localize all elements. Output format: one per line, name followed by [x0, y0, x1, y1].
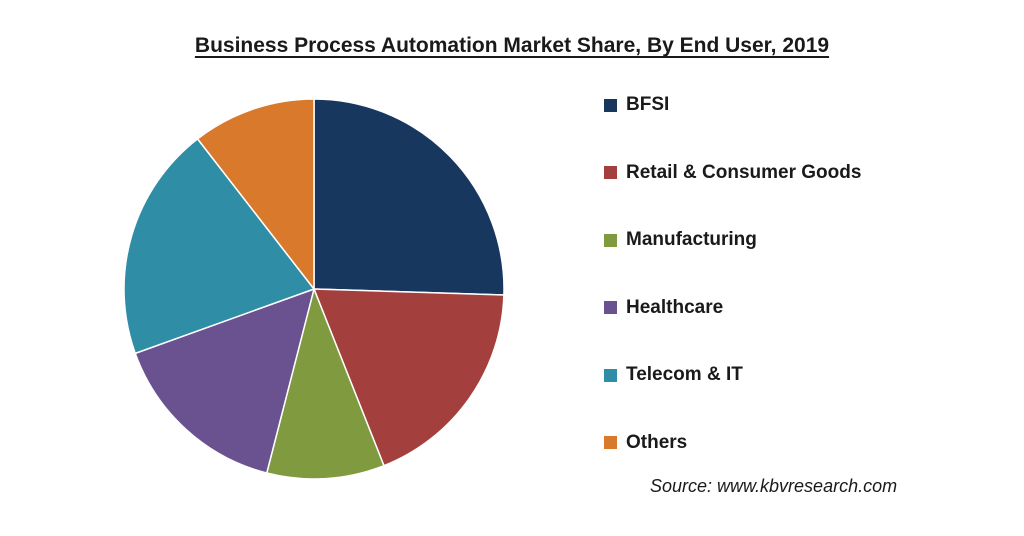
legend-swatch — [604, 368, 617, 382]
legend-item: Telecom & IT — [604, 360, 743, 390]
legend-item: BFSI — [604, 90, 669, 120]
legend-label: Others — [626, 431, 688, 453]
legend-item: Retail & Consumer Goods — [604, 158, 861, 188]
source-note: Source: www.kbvresearch.com — [650, 476, 898, 496]
legend-swatch — [604, 436, 617, 449]
legend-label: BFSI — [626, 94, 670, 115]
legend-label: Retail & Consumer Goods — [626, 161, 862, 183]
legend-swatch — [604, 166, 617, 179]
legend-swatch — [604, 98, 617, 112]
legend-item: Healthcare — [604, 293, 723, 323]
pie-slice-others — [196, 98, 315, 292]
legend-swatch — [604, 233, 617, 247]
pie-slice-telecom-it — [123, 137, 316, 355]
legend-item: Manufacturing — [604, 225, 757, 255]
pie-slice-bfsi — [313, 98, 505, 296]
legend-label: Healthcare — [626, 296, 724, 318]
pie-slice-retail-consumer-goods — [312, 288, 505, 467]
pie-slice-healthcare — [134, 287, 316, 474]
legend-swatch — [604, 301, 617, 314]
legend-label: Telecom & IT — [626, 364, 743, 385]
legend-item: Others — [604, 428, 687, 458]
pie-slice-manufacturing — [265, 286, 385, 480]
chart-title: Business Process Automation Market Share… — [194, 34, 830, 57]
legend-label: Manufacturing — [626, 229, 757, 250]
